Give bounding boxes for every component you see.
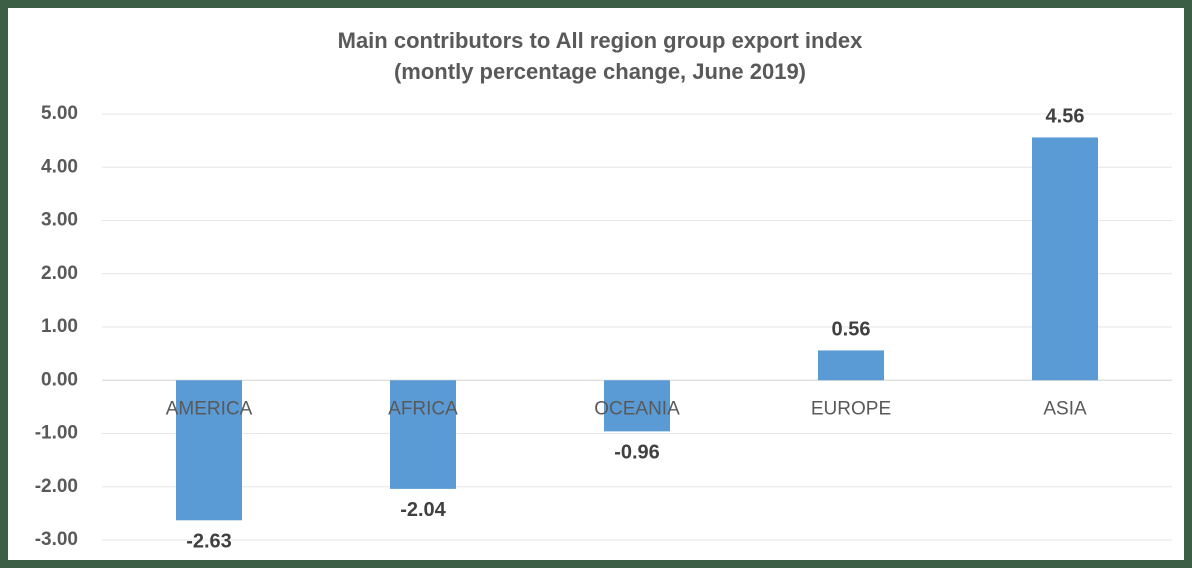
x-tick-label: ASIA [1043, 398, 1087, 419]
chart-subtitle: (montly percentage change, June 2019) [394, 59, 806, 84]
bar [390, 380, 456, 489]
data-label: -2.63 [186, 531, 232, 553]
x-tick-label: OCEANIA [594, 398, 680, 419]
x-tick-label: AMERICA [166, 398, 253, 419]
y-tick-label: 3.00 [41, 210, 78, 231]
bar [818, 350, 884, 381]
bar [1032, 137, 1098, 381]
bar [176, 380, 242, 521]
x-tick-label: AFRICA [388, 398, 458, 419]
data-label: -0.96 [614, 442, 660, 464]
y-tick-label: 0.00 [41, 369, 78, 390]
chart-title: Main contributors to All region group ex… [338, 28, 864, 53]
data-label: 0.56 [832, 319, 871, 341]
y-tick-label: -3.00 [35, 529, 78, 550]
bar [604, 380, 670, 432]
data-label: -2.04 [400, 499, 446, 521]
data-label: 4.56 [1046, 106, 1085, 128]
y-tick-label: 5.00 [41, 103, 78, 124]
x-tick-label: EUROPE [811, 398, 891, 419]
y-tick-label: -1.00 [35, 423, 78, 444]
y-tick-label: 2.00 [41, 263, 78, 284]
y-tick-label: 1.00 [41, 316, 78, 337]
y-tick-label: -2.00 [35, 476, 78, 497]
y-tick-label: 4.00 [41, 156, 78, 177]
